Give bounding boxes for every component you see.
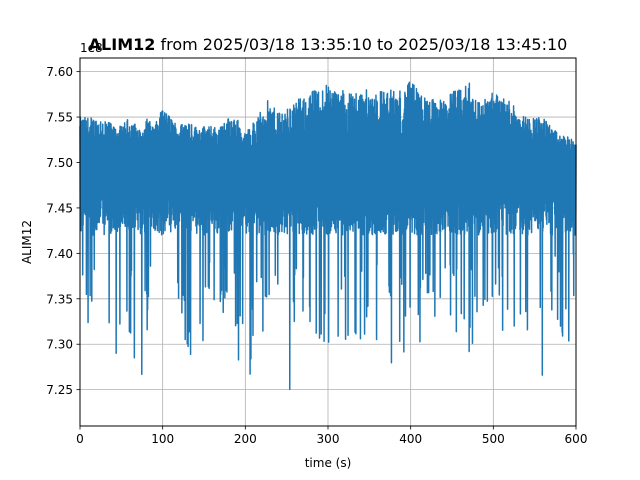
x-tick-label: 600 <box>565 432 588 446</box>
y-tick-label: 7.35 <box>46 292 73 306</box>
series-layer <box>79 81 577 391</box>
x-tick-label: 100 <box>151 432 174 446</box>
y-axis-label: ALIM12 <box>20 220 34 264</box>
y-tick-label: 7.45 <box>46 201 73 215</box>
x-tick-label: 400 <box>399 432 422 446</box>
x-tick-label: 500 <box>482 432 505 446</box>
ticks: 0 100 200 300 400 500 600 7.25 7.30 7.35 7.40 7.45 7… <box>46 65 587 446</box>
chart-title-bold: ALIM12 <box>89 35 156 54</box>
series-line <box>79 81 577 391</box>
x-tick-label: 200 <box>234 432 257 446</box>
chart-title: ALIM12 from 2025/03/18 13:35:10 to 2025/… <box>89 35 568 54</box>
x-tick-label: 300 <box>317 432 340 446</box>
y-tick-label: 7.40 <box>46 247 73 261</box>
y-tick-label: 7.50 <box>46 156 73 170</box>
x-tick-label: 0 <box>76 432 84 446</box>
y-tick-label: 7.30 <box>46 338 73 352</box>
y-tick-label: 7.25 <box>46 383 73 397</box>
chart-title-rest: from 2025/03/18 13:35:10 to 2025/03/18 1… <box>155 35 567 54</box>
y-tick-label: 7.55 <box>46 111 73 125</box>
y-tick-label: 7.60 <box>46 65 73 79</box>
x-axis-label: time (s) <box>305 456 352 470</box>
offset-label: 1e8 <box>80 41 103 55</box>
